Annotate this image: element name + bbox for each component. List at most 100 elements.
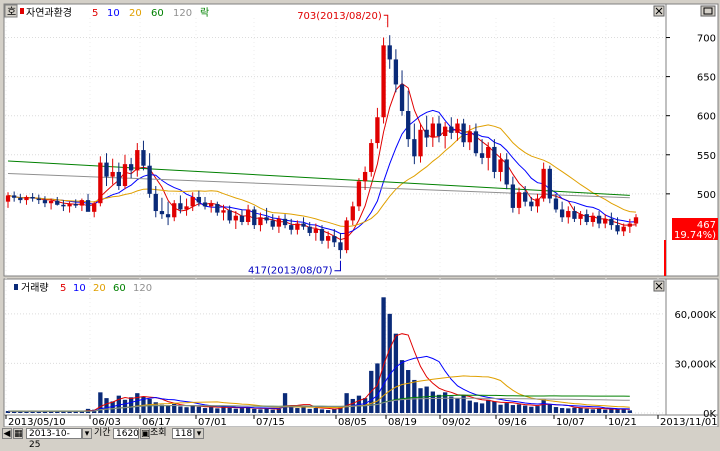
low-annotation-label: 417(2013/08/07) <box>248 266 333 277</box>
candle-body <box>498 159 503 172</box>
query-icon-button[interactable]: ▣ <box>140 428 150 439</box>
volume-bar <box>172 403 177 413</box>
volume-bar <box>436 394 442 413</box>
candle-body <box>615 225 620 232</box>
candle-body <box>584 214 589 222</box>
date-input[interactable]: 2013-10-25 <box>26 428 82 450</box>
candle-body <box>147 165 152 194</box>
volume-bar <box>73 411 78 413</box>
candle-body <box>566 211 571 218</box>
candle-body <box>344 220 349 251</box>
volume-bar <box>24 411 29 413</box>
date-tick-label: 06/17 <box>142 417 171 427</box>
volume-bar <box>621 409 626 413</box>
candle-body <box>516 192 522 208</box>
volume-bar <box>135 393 140 413</box>
grid-toggle-button[interactable]: ▦ <box>13 428 23 439</box>
candle-body <box>289 225 294 230</box>
high-annotation-arrow <box>383 14 389 28</box>
volume-bar <box>5 411 11 413</box>
volume-bar <box>258 409 263 413</box>
candle-body <box>184 206 189 210</box>
date-tick-label: 2013/05/10 <box>8 417 66 427</box>
date-tick-label: 08/19 <box>388 417 417 427</box>
volume-legend-item-20: 20 <box>93 283 106 294</box>
stock-chart-window: 500 550 600 650 700 0K 30,000K 60,000K 2013/05/1… <box>2 3 719 450</box>
count-input[interactable]: 118 <box>172 428 194 439</box>
candle-body <box>221 210 226 213</box>
candle-body <box>12 195 17 198</box>
current-price-change: ( 19.74%) <box>667 230 716 241</box>
query-button[interactable]: 조회 <box>150 428 167 438</box>
candle-body <box>48 200 54 204</box>
volume-panel <box>3 278 667 416</box>
volume-bar <box>566 408 571 413</box>
volume-bar <box>498 404 503 413</box>
volume-bar <box>110 401 115 413</box>
price-panel <box>3 3 667 277</box>
price-tick-label: 650 <box>697 73 716 84</box>
candle-body <box>30 196 35 199</box>
volume-bar <box>596 408 602 413</box>
candle-body <box>18 197 23 201</box>
candle-body <box>461 123 466 143</box>
candle-body <box>418 129 423 157</box>
chart-canvas: 500 550 600 650 700 0K 30,000K 60,000K 2013/05/1… <box>3 3 719 427</box>
legend-marker-icon <box>14 284 18 290</box>
candle-body <box>596 215 602 224</box>
grid-icon: ▦ <box>14 429 23 439</box>
candle-body <box>590 215 596 222</box>
date-tick-label: 10/21 <box>608 417 637 427</box>
price-legend-item-120: 120 <box>173 8 192 19</box>
candle-body <box>190 196 195 207</box>
volume-bar <box>301 405 306 413</box>
candle-body <box>153 193 158 212</box>
candle-body <box>486 146 491 158</box>
volume-bar <box>504 403 509 413</box>
volume-legend-title: 거래량 <box>21 282 49 294</box>
volume-bar <box>48 411 54 413</box>
left-scroll-button[interactable]: ◀ <box>2 428 12 439</box>
date-dropdown-button[interactable]: ▾ <box>82 428 92 439</box>
volume-bar <box>326 410 331 413</box>
volume-bar <box>276 409 282 413</box>
volume-bar <box>393 333 399 413</box>
candle-body <box>24 196 29 201</box>
date-tick-label: 06/03 <box>92 417 121 427</box>
volume-bar <box>122 399 128 413</box>
candle-body <box>541 168 546 199</box>
candle-body <box>362 171 368 182</box>
price-tick-label: 600 <box>697 112 716 123</box>
count-spin-button[interactable]: ▾ <box>194 428 204 439</box>
candle-body <box>393 59 399 85</box>
volume-bar <box>572 407 577 413</box>
candle-body <box>572 211 577 219</box>
candle-body <box>245 209 251 222</box>
candle-body <box>67 204 72 207</box>
candle-body <box>406 111 411 140</box>
arrow-left-icon: ◀ <box>3 429 11 439</box>
candle-body <box>252 209 257 226</box>
volume-bar <box>412 379 417 413</box>
candle-body <box>239 215 245 222</box>
volume-bar <box>202 408 208 413</box>
volume-bar <box>541 399 546 413</box>
window-restore-button[interactable] <box>700 5 716 17</box>
candle-body <box>369 143 374 172</box>
volume-bar <box>245 407 251 413</box>
price-panel-toggle-button[interactable] <box>4 4 18 18</box>
current-price-marker <box>664 240 666 276</box>
volume-bar <box>473 402 479 413</box>
candle-body <box>375 117 380 144</box>
price-legend: 호 자연과환경 5 10 20 60 120 락 <box>4 4 209 19</box>
volume-bar <box>559 408 565 413</box>
candle-body <box>264 217 269 221</box>
candle-body <box>449 126 454 133</box>
price-ma-60-line <box>7 160 630 196</box>
volume-bar <box>264 408 269 413</box>
candle-body <box>559 209 565 218</box>
period-input[interactable]: 1620 <box>113 428 139 439</box>
current-price-badge <box>672 218 718 240</box>
candle-body <box>227 210 232 221</box>
date-tick-label: 07/01 <box>198 417 227 427</box>
